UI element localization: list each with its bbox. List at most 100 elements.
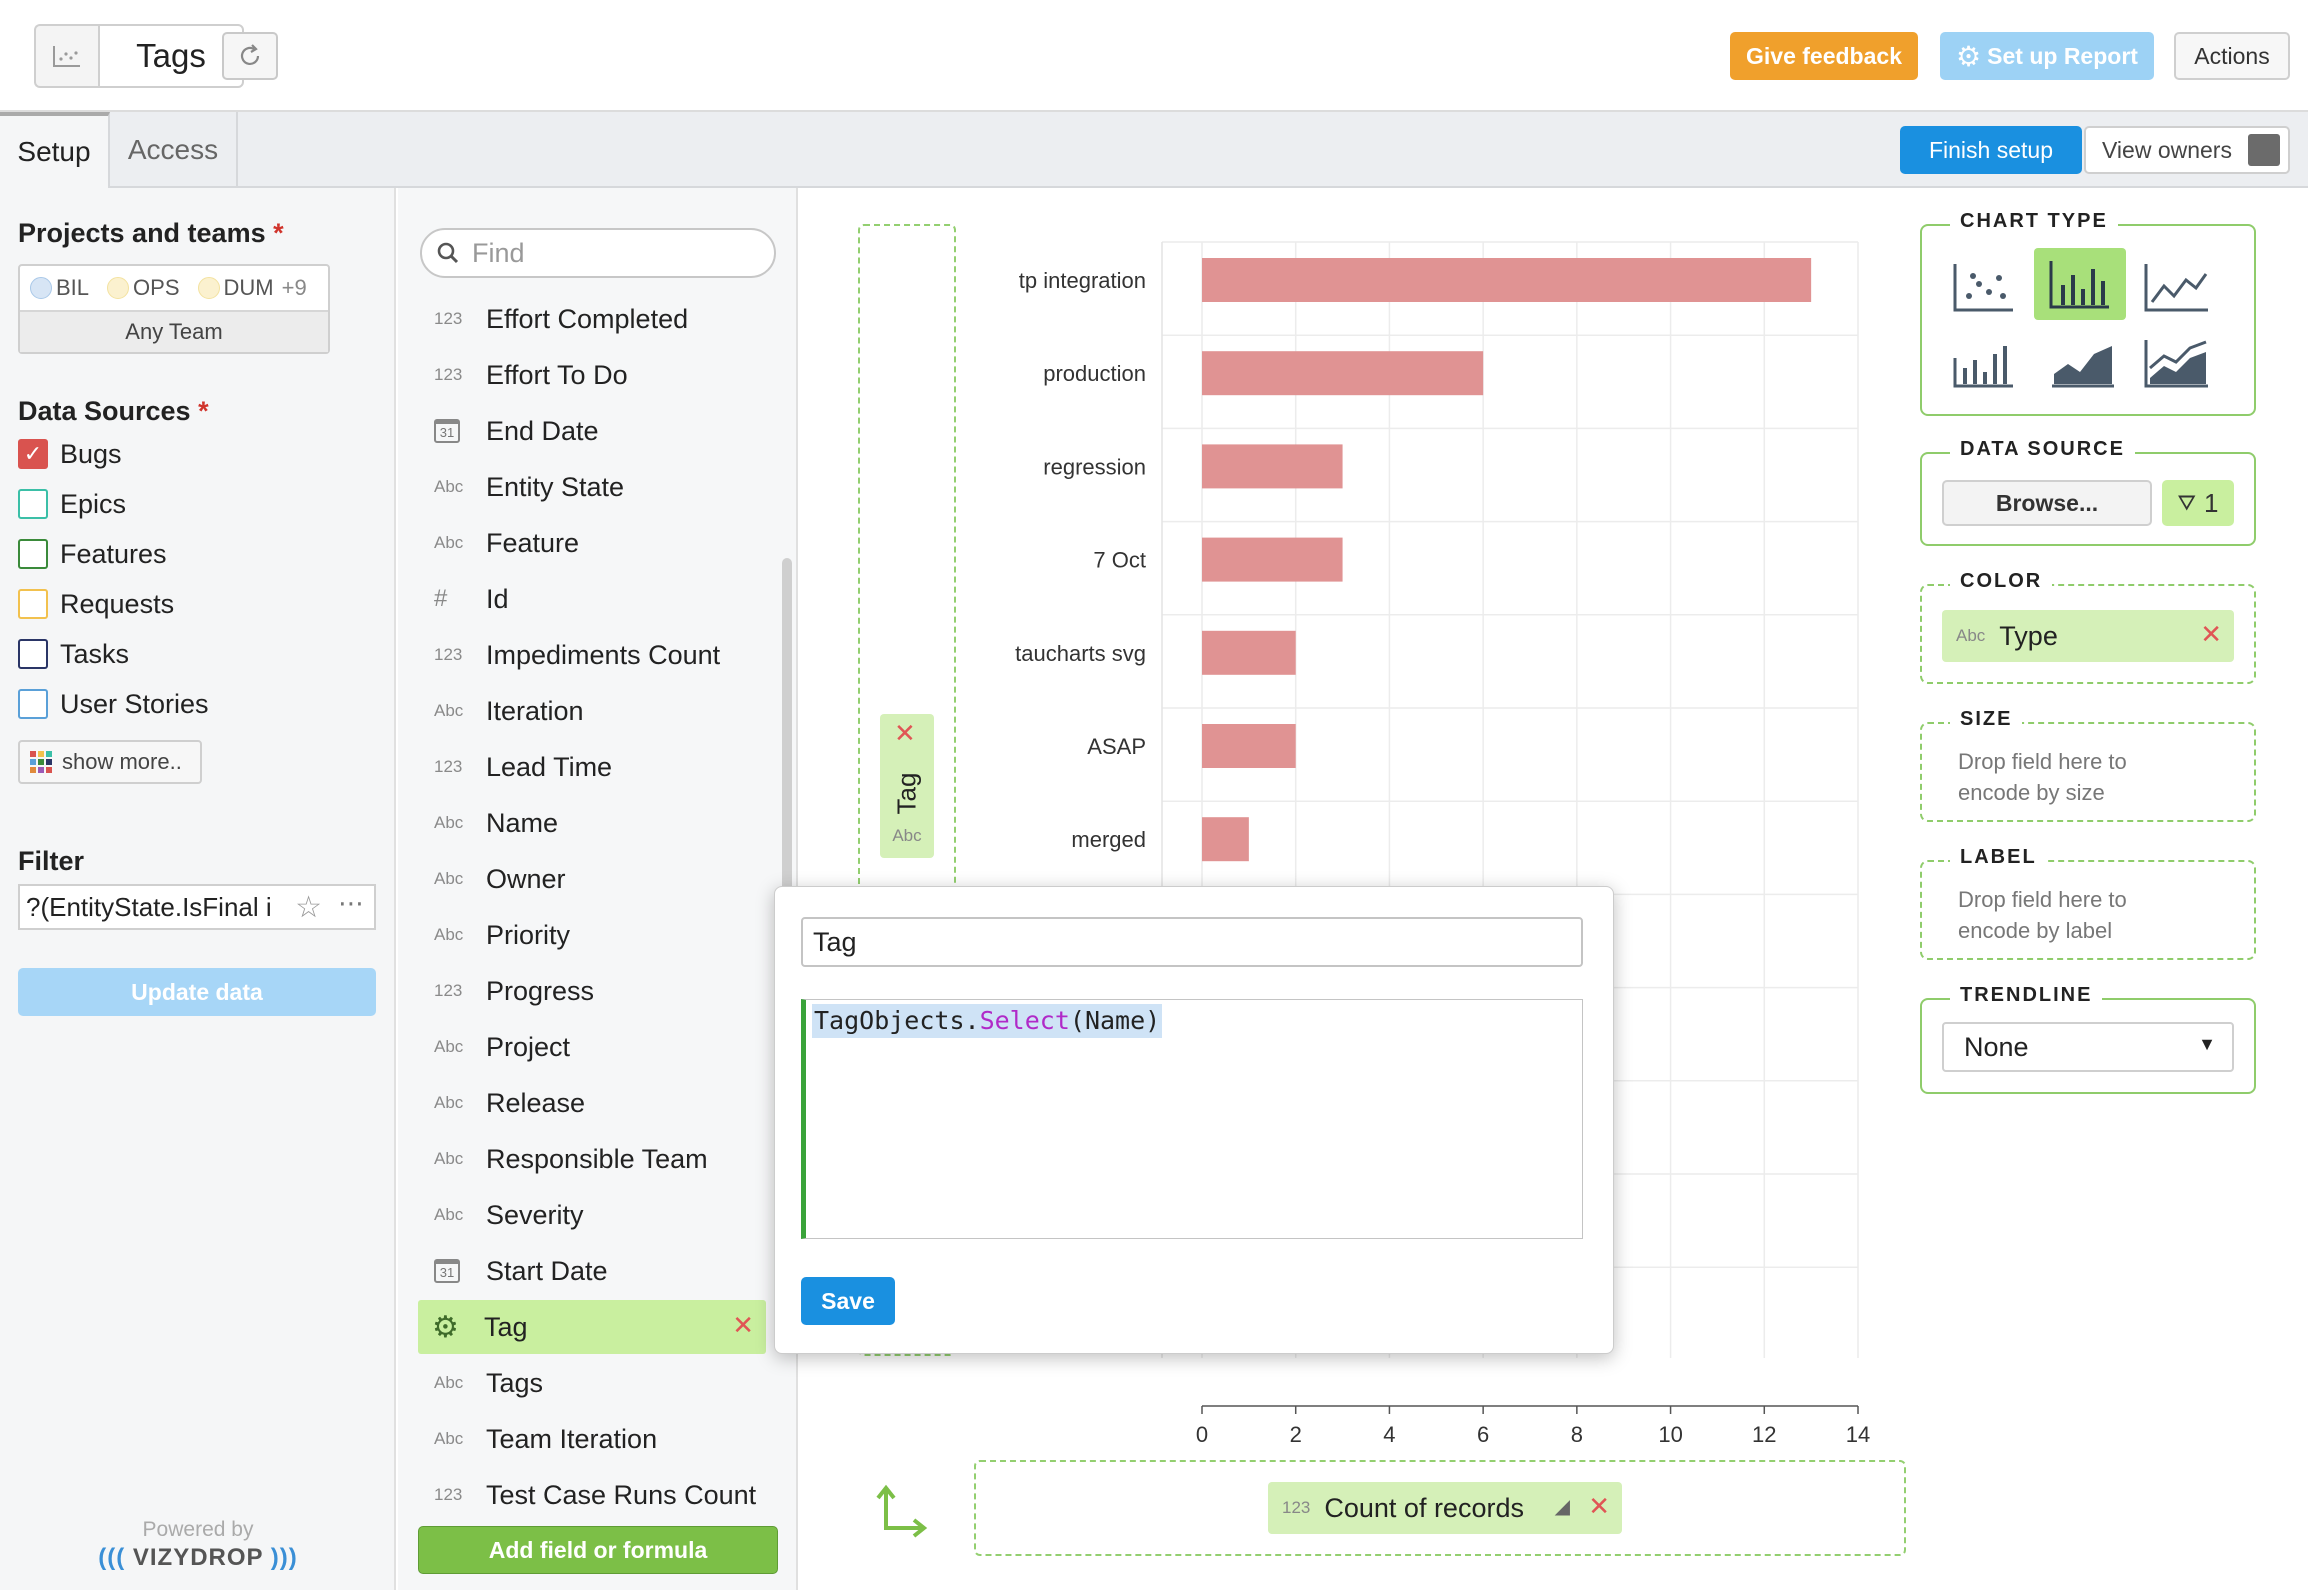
stacked-bar-chart-icon[interactable] [1952, 334, 2016, 392]
more-icon[interactable]: ⋯ [338, 888, 364, 918]
field-item[interactable]: Abc Project [420, 1020, 765, 1074]
formula-text: TagObjects.Select(Name) [812, 1004, 1163, 1038]
checkbox-icon[interactable] [18, 539, 48, 569]
field-item[interactable]: Abc Tags [420, 1356, 765, 1410]
field-item[interactable]: Abc Team Iteration [420, 1412, 765, 1466]
refresh-button[interactable] [222, 32, 278, 80]
field-item[interactable]: Abc Severity [420, 1188, 765, 1242]
x-tick-label: 14 [1846, 1422, 1870, 1447]
category-label: merged [1071, 827, 1146, 852]
field-item[interactable]: Abc Name [420, 796, 765, 850]
field-type-label: 123 [434, 365, 463, 384]
field-item[interactable]: # Id [420, 572, 765, 626]
field-item[interactable]: Abc Iteration [420, 684, 765, 738]
data-source-features[interactable]: Features [18, 534, 167, 574]
give-feedback-button[interactable]: Give feedback [1730, 32, 1918, 80]
field-item[interactable]: 31 Start Date [420, 1244, 765, 1298]
finish-setup-button[interactable]: Finish setup [1900, 126, 2082, 174]
bar-chart-icon[interactable] [2034, 248, 2126, 320]
label-box[interactable]: LABEL Drop field here to encode by label [1920, 846, 2256, 960]
field-item[interactable]: Abc Feature [420, 516, 765, 570]
field-name: Owner [486, 863, 566, 894]
checkbox-icon[interactable] [18, 589, 48, 619]
field-name-input[interactable]: Tag [801, 917, 1583, 967]
data-filter-button[interactable]: ⛛ 1 [2162, 480, 2234, 526]
field-item[interactable]: Abc Responsible Team [420, 1132, 765, 1186]
update-data-button[interactable]: Update data [18, 968, 376, 1016]
field-item[interactable]: Abc Owner [420, 852, 765, 906]
remove-icon[interactable]: ✕ [732, 1310, 754, 1340]
field-item[interactable]: 123 Impediments Count [420, 628, 765, 682]
formula-editor[interactable]: TagObjects.Select(Name) [801, 999, 1583, 1239]
field-type-label: 123 [434, 309, 463, 328]
add-field-button[interactable]: Add field or formula [418, 1526, 778, 1574]
axis-swap-icon[interactable] [876, 1484, 932, 1547]
save-button[interactable]: Save [801, 1277, 895, 1325]
field-item[interactable]: ⚙ Tag ✕ [418, 1300, 766, 1354]
remove-icon[interactable]: ✕ [2200, 619, 2222, 649]
remove-icon[interactable]: ✕ [1588, 1491, 1610, 1521]
field-name: Severity [486, 1199, 584, 1230]
checkbox-icon[interactable] [18, 639, 48, 669]
actions-button[interactable]: Actions [2174, 32, 2290, 80]
x-axis-drop-zone[interactable] [974, 1460, 1906, 1556]
field-item[interactable]: 31 End Date [420, 404, 765, 458]
field-item[interactable]: 123 Effort Completed [420, 292, 765, 346]
gear-icon: ⚙ [432, 1310, 459, 1344]
y-field-pill[interactable]: ✕ Tag Abc [880, 714, 934, 858]
scatter-chart-icon[interactable] [1952, 258, 2016, 316]
trendline-select[interactable]: None ▼ [1942, 1022, 2234, 1072]
data-source-epics[interactable]: Epics [18, 484, 126, 524]
show-more-button[interactable]: show more.. [18, 740, 202, 784]
field-search-input[interactable]: Find [420, 228, 776, 278]
field-item[interactable]: 123 Effort To Do [420, 348, 765, 402]
view-owners-label: View owners [2102, 136, 2232, 163]
trendline-box: TRENDLINE None ▼ [1920, 984, 2256, 1094]
data-source-user-stories[interactable]: User Stories [18, 684, 209, 724]
projects-selector[interactable]: BIL OPS DUM +9 Any Team [18, 264, 330, 354]
data-source-tasks[interactable]: Tasks [18, 634, 129, 674]
stacked-area-chart-icon[interactable] [2142, 334, 2212, 392]
field-item[interactable]: Abc Release [420, 1076, 765, 1130]
star-icon[interactable]: ☆ [295, 891, 322, 924]
field-item[interactable]: Abc Priority [420, 908, 765, 962]
chart-thumbnail-button[interactable] [34, 24, 98, 88]
category-label: taucharts svg [1015, 641, 1146, 666]
x-field-type: 123 [1282, 1498, 1311, 1517]
data-source-requests[interactable]: Requests [18, 584, 174, 624]
checkbox-icon[interactable] [18, 689, 48, 719]
remove-icon[interactable]: ✕ [894, 718, 916, 748]
color-field-pill[interactable]: Abc Type ✕ [1942, 610, 2234, 662]
filter-input[interactable]: ?(EntityState.IsFinal i ☆ ⋯ [18, 884, 376, 930]
field-item[interactable]: Abc Entity State [420, 460, 765, 514]
chart-bar [1202, 351, 1484, 396]
set-up-report-button[interactable]: ⚙ Set up Report [1940, 32, 2154, 80]
size-box[interactable]: SIZE Drop field here to encode by size [1920, 708, 2256, 822]
browse-button[interactable]: Browse... [1942, 480, 2152, 526]
category-label: 7 Oct [1093, 548, 1146, 573]
field-type-label: Abc [434, 1149, 464, 1168]
x-tick-label: 8 [1571, 1422, 1583, 1447]
field-type-label: 123 [434, 645, 463, 664]
area-chart-icon[interactable] [2048, 334, 2118, 392]
report-title[interactable]: Tags [98, 24, 244, 88]
field-item[interactable]: 123 Progress [420, 964, 765, 1018]
x-field-pill[interactable]: 123 Count of records ◢ ✕ [1268, 1482, 1622, 1534]
sort-icon[interactable]: ◢ [1554, 1496, 1570, 1518]
data-source-bugs[interactable]: ✓ Bugs [18, 434, 122, 474]
line-chart-icon[interactable] [2142, 258, 2212, 316]
scrollbar[interactable] [782, 558, 792, 1078]
field-item[interactable]: 123 Lead Time [420, 740, 765, 794]
data-source-box: DATA SOURCE Browse... ⛛ 1 [1920, 438, 2256, 546]
field-item[interactable]: 123 Test Case Runs Count [420, 1468, 765, 1522]
tab-access[interactable]: Access [110, 112, 238, 188]
set-up-report-label: Set up Report [1987, 42, 2138, 69]
any-team-button[interactable]: Any Team [20, 310, 328, 352]
checkbox-checked-icon[interactable]: ✓ [18, 439, 48, 469]
y-axis-drop-zone[interactable] [858, 224, 956, 1356]
view-owners-button[interactable]: View owners [2084, 126, 2290, 174]
setup-panel: Projects and teams * BIL OPS DUM +9 Any … [0, 188, 396, 1590]
tab-setup[interactable]: Setup [0, 112, 110, 188]
checkbox-icon[interactable] [18, 489, 48, 519]
color-box[interactable]: COLOR Abc Type ✕ [1920, 570, 2256, 684]
